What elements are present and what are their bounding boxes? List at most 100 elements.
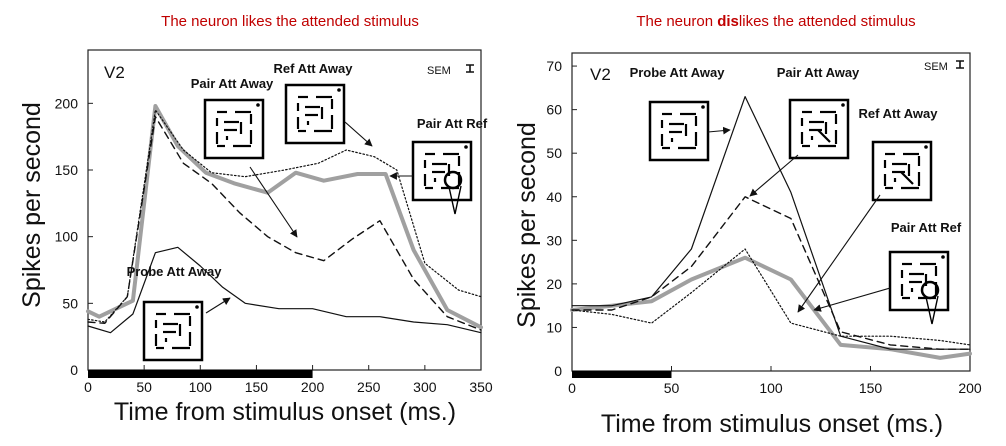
attention-cone	[448, 185, 462, 215]
stimulus-icon	[888, 250, 950, 325]
series-line-pair-att-away	[571, 196, 971, 350]
y-axis-title: Spikes per second	[513, 122, 541, 328]
fixation-dot	[195, 305, 199, 309]
stimulus-icon	[142, 300, 204, 362]
annotation-label: Pair Att Ref	[891, 220, 962, 235]
x-tick-label: 150	[245, 379, 269, 395]
series-line-pair-att-away	[87, 115, 482, 331]
fixation-dot	[941, 255, 945, 259]
annotation-arrow	[813, 287, 891, 312]
y-axis: 0 10 20 30 40 50 60 70	[546, 58, 577, 379]
sem-indicator: SEM	[427, 64, 474, 77]
annotation-label: Probe Att Away	[127, 264, 223, 279]
attention-cone	[925, 295, 939, 325]
sem-indicator: SEM	[924, 60, 964, 73]
annotation-arrow	[249, 166, 298, 238]
series-group	[570, 95, 972, 360]
annotation-arrow	[344, 121, 373, 147]
x-axis-title: Time from stimulus onset (ms.)	[114, 398, 456, 426]
stimulus-icon	[648, 100, 710, 162]
series-line-probe-att-away	[571, 95, 971, 350]
annotation-pair-att-away: Pair Att Away	[191, 76, 298, 238]
right-chart: The neuron dislikes the attended stimulu…	[513, 13, 982, 438]
x-tick-label: 350	[469, 379, 493, 395]
y-tick-label: 200	[55, 95, 79, 111]
y-axis: 0 50 100 150 200	[55, 95, 93, 378]
annotation-label: Pair Att Away	[777, 65, 860, 80]
y-tick-label: 60	[546, 102, 562, 118]
y-tick-label: 10	[546, 319, 562, 335]
y-tick-label: 150	[55, 162, 79, 178]
annotation-probe-att-away: Probe Att Away	[630, 65, 731, 162]
stimulus-icon	[411, 140, 473, 215]
fixation-dot	[924, 145, 928, 149]
series-line-probe-att-away	[87, 246, 482, 334]
annotation-label: Ref Att Away	[274, 61, 354, 76]
y-tick-label: 50	[62, 295, 78, 311]
annotation-label: Pair Att Away	[191, 76, 274, 91]
x-axis-title: Time from stimulus onset (ms.)	[601, 410, 943, 438]
x-tick-label: 0	[84, 379, 92, 395]
annotation-pair-att-ref: Pair Att Ref	[813, 220, 962, 325]
y-tick-label: 40	[546, 189, 562, 205]
title-part: likes the attended stimulus	[739, 13, 916, 30]
icon-stroke	[817, 129, 831, 143]
annotation-ref-att-away: Ref Att Away	[274, 61, 373, 147]
fixation-dot	[256, 103, 260, 107]
sem-error-bar	[956, 60, 964, 69]
area-label: V2	[590, 65, 611, 84]
x-tick-label: 300	[413, 379, 437, 395]
annotation-ref-att-away: Ref Att Away	[797, 106, 939, 313]
left-chart: The neuron likes the attended stimulus 0…	[18, 13, 493, 426]
fixation-dot	[841, 103, 845, 107]
stimulus-duration-bar	[88, 370, 313, 378]
y-tick-label: 30	[546, 232, 562, 248]
annotation-arrow	[749, 154, 799, 197]
stimulus-icon	[788, 98, 850, 160]
chart-title: The neuron dislikes the attended stimulu…	[636, 13, 915, 30]
x-tick-label: 200	[301, 379, 325, 395]
x-axis: 0 50 100 150 200	[568, 366, 982, 396]
stimulus-icon	[284, 83, 346, 145]
annotation-probe-att-away: Probe Att Away	[127, 264, 231, 362]
sem-error-bar	[466, 64, 474, 73]
sem-label: SEM	[427, 65, 451, 77]
attention-spotlight	[920, 280, 940, 300]
annotation-label: Pair Att Ref	[417, 116, 488, 131]
x-tick-label: 100	[759, 380, 783, 396]
x-axis: 0 50 100 150 200 250 300 350	[84, 365, 493, 395]
fixation-dot	[337, 88, 341, 92]
fixation-dot	[701, 105, 705, 109]
stimulus-icon	[871, 140, 933, 202]
title-part: The neuron	[636, 13, 717, 30]
y-tick-label: 50	[546, 145, 562, 161]
fixation-dot	[464, 145, 468, 149]
plot-frame	[571, 52, 971, 372]
annotation-arrow	[797, 194, 881, 313]
annotation-label: Ref Att Away	[859, 106, 939, 121]
annotation-pair-att-ref: Pair Att Ref	[389, 116, 488, 215]
title-emphasis: dis	[717, 13, 739, 30]
x-tick-label: 200	[958, 380, 982, 396]
annotation-pair-att-away: Pair Att Away	[749, 65, 860, 197]
stimulus-duration-bar	[572, 371, 672, 378]
y-tick-label: 20	[546, 276, 562, 292]
annotation-arrow	[205, 297, 231, 314]
chart-title: The neuron likes the attended stimulus	[161, 13, 419, 30]
icon-stroke	[900, 171, 914, 185]
series-line-pair-att-ref	[86, 104, 483, 330]
stimulus-icon	[203, 98, 265, 160]
area-label: V2	[104, 63, 125, 82]
x-tick-label: 0	[568, 380, 576, 396]
x-tick-label: 50	[136, 379, 152, 395]
y-tick-label: 100	[55, 229, 79, 245]
y-tick-label: 0	[70, 362, 78, 378]
x-tick-label: 150	[859, 380, 883, 396]
attention-spotlight	[443, 170, 463, 190]
sem-label: SEM	[924, 61, 948, 73]
x-tick-label: 250	[357, 379, 381, 395]
y-tick-label: 70	[546, 58, 562, 74]
annotation-arrow	[707, 126, 731, 135]
x-tick-label: 100	[189, 379, 213, 395]
